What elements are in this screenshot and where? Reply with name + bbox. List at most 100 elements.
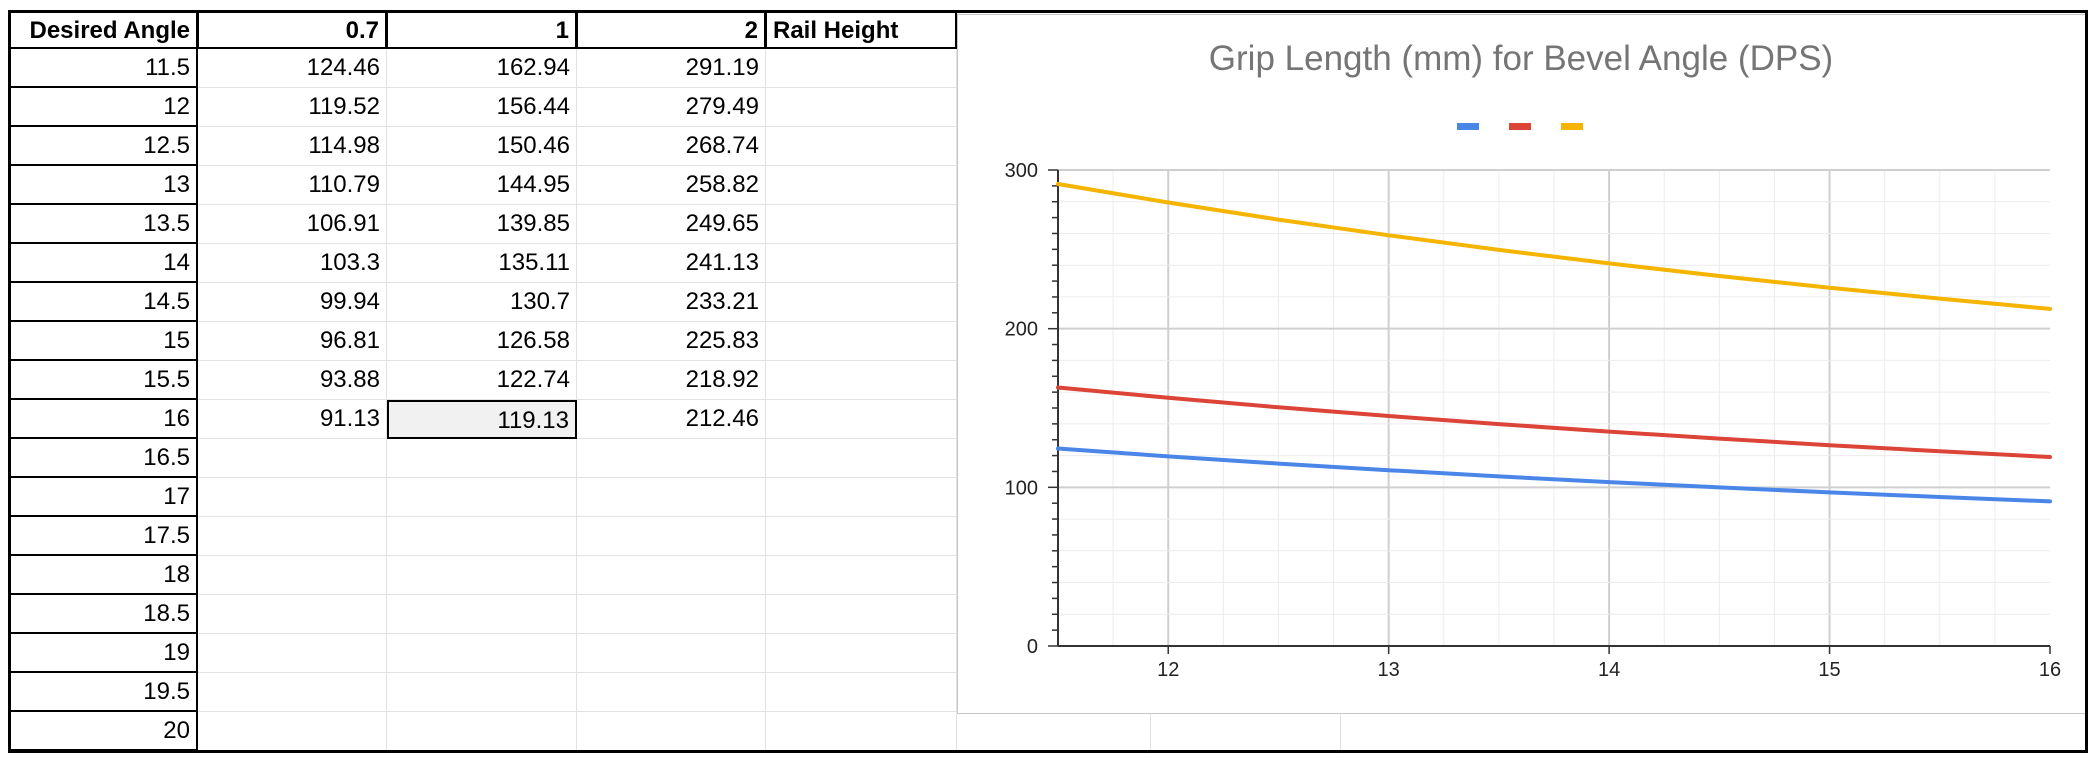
data-cell[interactable] [387,673,577,712]
data-cell[interactable] [198,595,387,634]
angle-cell[interactable]: 15 [8,322,198,361]
data-cell[interactable] [766,49,957,88]
data-cell[interactable]: 93.88 [198,361,387,400]
data-cell[interactable] [766,439,957,478]
data-cell[interactable] [198,556,387,595]
column-header-1[interactable]: Desired Angle [8,10,198,49]
data-cell[interactable]: 162.94 [387,49,577,88]
data-cell[interactable]: 225.83 [577,322,766,361]
data-cell[interactable]: 218.92 [577,361,766,400]
angle-cell[interactable]: 16.5 [8,439,198,478]
angle-cell[interactable]: 12.5 [8,127,198,166]
data-cell[interactable] [198,478,387,517]
data-cell[interactable]: 279.49 [577,88,766,127]
data-cell[interactable]: 144.95 [387,166,577,205]
angle-cell[interactable]: 11.5 [8,49,198,88]
data-cell[interactable] [387,712,577,751]
data-cell[interactable] [387,517,577,556]
data-cell[interactable] [766,478,957,517]
angle-cell[interactable]: 19.5 [8,673,198,712]
data-cell[interactable] [766,712,957,751]
data-cell[interactable]: 119.13 [387,400,577,439]
angle-cell[interactable]: 13.5 [8,205,198,244]
column-header-3[interactable]: 1 [387,10,577,49]
data-cell[interactable] [198,673,387,712]
data-cell[interactable] [577,439,766,478]
angle-cell[interactable]: 12 [8,88,198,127]
data-cell[interactable]: 258.82 [577,166,766,205]
data-cell[interactable] [577,634,766,673]
data-cell[interactable]: 110.79 [198,166,387,205]
x-tick-label: 14 [1598,659,1620,681]
angle-cell[interactable]: 20 [8,712,198,751]
data-cell[interactable]: 268.74 [577,127,766,166]
data-cell[interactable] [766,244,957,283]
angle-cell[interactable]: 17 [8,478,198,517]
line-chart[interactable]: Grip Length (mm) for Bevel Angle (DPS) 0… [957,14,2086,714]
data-cell[interactable] [766,517,957,556]
data-cell[interactable]: 114.98 [198,127,387,166]
data-cell[interactable]: 122.74 [387,361,577,400]
data-cell[interactable] [766,127,957,166]
data-cell[interactable] [766,595,957,634]
data-cell[interactable] [577,478,766,517]
legend-swatch-3 [1561,123,1583,130]
data-cell[interactable] [387,439,577,478]
data-cell[interactable]: 150.46 [387,127,577,166]
angle-cell[interactable]: 16 [8,400,198,439]
column-header-2[interactable]: 0.7 [198,10,387,49]
data-cell[interactable] [198,712,387,751]
data-cell[interactable]: 124.46 [198,49,387,88]
angle-cell[interactable]: 19 [8,634,198,673]
angle-cell[interactable]: 17.5 [8,517,198,556]
angle-cell[interactable]: 13 [8,166,198,205]
data-cell[interactable]: 99.94 [198,283,387,322]
data-cell[interactable] [387,478,577,517]
data-cell[interactable] [766,205,957,244]
data-cell[interactable] [387,634,577,673]
data-cell[interactable]: 91.13 [198,400,387,439]
data-cell[interactable]: 233.21 [577,283,766,322]
data-cell[interactable]: 130.7 [387,283,577,322]
data-cell[interactable] [766,634,957,673]
data-cell[interactable] [766,361,957,400]
data-cell[interactable]: 156.44 [387,88,577,127]
data-cell[interactable]: 291.19 [577,49,766,88]
angle-cell[interactable]: 14.5 [8,283,198,322]
data-cell[interactable]: 119.52 [198,88,387,127]
data-cell[interactable]: 103.3 [198,244,387,283]
angle-cell[interactable]: 14 [8,244,198,283]
angle-cell[interactable]: 15.5 [8,361,198,400]
column-header-4[interactable]: 2 [577,10,766,49]
data-cell[interactable] [198,439,387,478]
data-cell[interactable]: 135.11 [387,244,577,283]
data-cell[interactable]: 96.81 [198,322,387,361]
angle-cell[interactable]: 18.5 [8,595,198,634]
data-cell[interactable]: 126.58 [387,322,577,361]
data-cell[interactable] [766,283,957,322]
data-cell[interactable] [766,400,957,439]
data-cell[interactable]: 139.85 [387,205,577,244]
data-cell[interactable]: 106.91 [198,205,387,244]
angle-cell[interactable]: 18 [8,556,198,595]
data-cell[interactable] [387,595,577,634]
data-cell[interactable] [577,556,766,595]
data-cell[interactable] [766,322,957,361]
data-cell[interactable] [766,166,957,205]
data-cell[interactable] [766,556,957,595]
data-cell[interactable] [577,712,766,751]
data-cell[interactable] [577,595,766,634]
data-cell[interactable] [577,673,766,712]
data-cell[interactable] [766,673,957,712]
data-cell[interactable] [766,88,957,127]
data-cell[interactable] [198,517,387,556]
data-cell[interactable] [198,634,387,673]
chart-series [1056,182,2052,504]
data-cell[interactable]: 249.65 [577,205,766,244]
data-cell[interactable] [387,556,577,595]
column-header-5[interactable]: Rail Height [766,10,957,49]
data-cell[interactable]: 241.13 [577,244,766,283]
data-cell[interactable]: 212.46 [577,400,766,439]
data-cell[interactable] [577,517,766,556]
